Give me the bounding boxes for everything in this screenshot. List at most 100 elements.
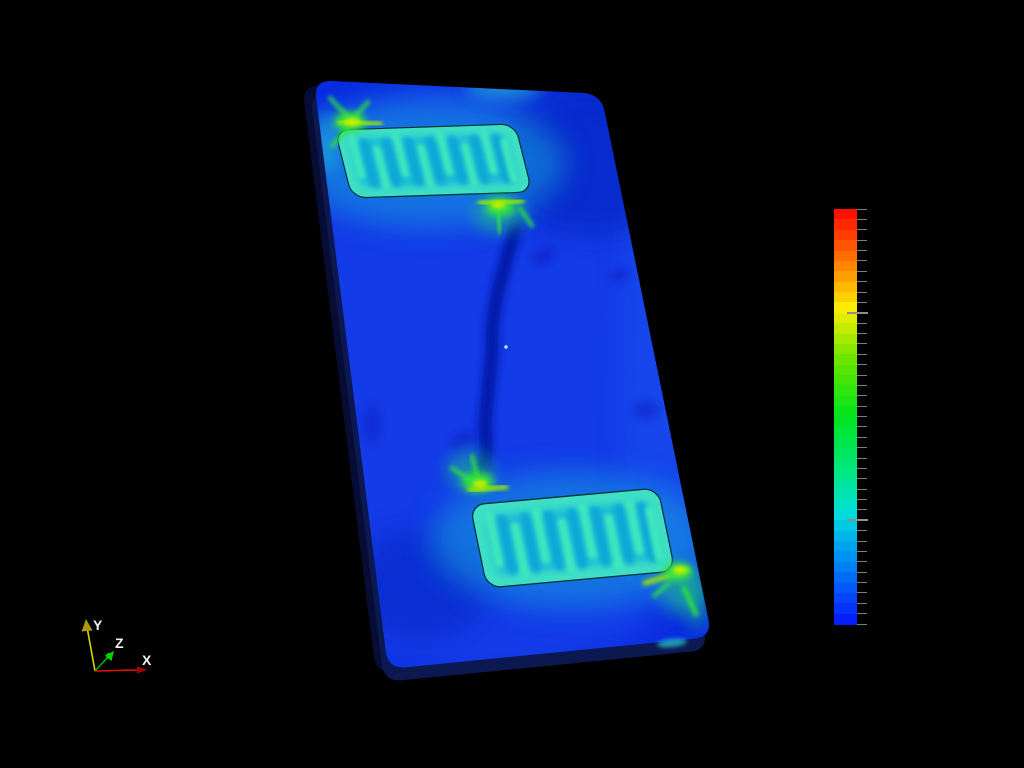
colorbar-band bbox=[834, 260, 857, 272]
colorbar-major-tick bbox=[847, 311, 868, 314]
y-axis-label: Y bbox=[93, 617, 103, 633]
colorbar-band bbox=[834, 323, 857, 334]
colorbar-band bbox=[834, 603, 857, 615]
colorbar-tick bbox=[857, 467, 867, 469]
colorbar-tick bbox=[857, 447, 867, 449]
colorbar-band bbox=[834, 229, 857, 241]
colorbar-band bbox=[834, 426, 857, 438]
colorbar-tick bbox=[857, 322, 867, 324]
colorbar-band bbox=[834, 375, 857, 386]
colorbar-band bbox=[834, 292, 857, 303]
colorbar-tick bbox=[857, 343, 867, 345]
colorbar-tick bbox=[857, 613, 867, 615]
colorbar-band bbox=[834, 354, 857, 366]
colorbar-tick bbox=[857, 301, 867, 303]
colorbar-tick bbox=[857, 571, 867, 573]
colorbar-tick bbox=[857, 602, 867, 604]
colorbar-band bbox=[834, 541, 857, 552]
colorbar-band bbox=[834, 489, 857, 500]
colorbar-tick bbox=[857, 208, 867, 210]
x-axis-label: X bbox=[142, 652, 152, 668]
colorbar-ticks bbox=[847, 208, 894, 625]
colorbar-tick bbox=[857, 260, 867, 262]
probe-point bbox=[504, 345, 508, 349]
colorbar-tick bbox=[857, 374, 867, 376]
colorbar-tick bbox=[857, 530, 867, 532]
colorbar-tick bbox=[857, 426, 867, 428]
colorbar-tick bbox=[857, 250, 867, 251]
colorbar-band bbox=[834, 343, 857, 355]
colorbar-band bbox=[834, 572, 857, 583]
colorbar-band bbox=[834, 437, 857, 449]
colorbar-tick bbox=[857, 384, 867, 386]
x-axis-line bbox=[94, 669, 139, 672]
colorbar-band bbox=[834, 219, 857, 231]
colorbar-tick bbox=[857, 561, 867, 563]
colorbar-band bbox=[834, 468, 857, 480]
colorbar-tick bbox=[857, 623, 867, 625]
heatsink-top[interactable] bbox=[335, 123, 532, 199]
colorbar-band bbox=[834, 416, 857, 428]
colorbar-band bbox=[834, 447, 857, 459]
colorbar-tick bbox=[857, 592, 867, 594]
colorbar-tick bbox=[857, 291, 867, 293]
colorbar-band bbox=[834, 582, 857, 594]
colorbar-band bbox=[834, 478, 857, 490]
colorbar-tick bbox=[857, 364, 867, 366]
colorbar-tick bbox=[857, 478, 867, 480]
colorbar-tick bbox=[857, 582, 867, 583]
z-axis-label: Z bbox=[115, 635, 124, 651]
colorbar-tick bbox=[857, 540, 867, 542]
colorbar-legend bbox=[834, 208, 894, 625]
colorbar-band bbox=[834, 530, 857, 542]
colorbar-tick bbox=[857, 281, 867, 283]
colorbar-tick bbox=[857, 333, 867, 334]
x-axis-arrowhead bbox=[137, 666, 147, 674]
colorbar-band bbox=[834, 406, 857, 417]
colorbar-tick bbox=[857, 353, 867, 355]
colorbar-tick bbox=[857, 270, 867, 272]
colorbar-tick bbox=[857, 405, 867, 407]
plate-model[interactable] bbox=[180, 60, 780, 690]
orientation-triad: Y Z X bbox=[81, 617, 152, 674]
colorbar-band bbox=[834, 312, 857, 324]
colorbar-tick bbox=[857, 395, 867, 397]
colorbar-tick bbox=[857, 416, 867, 417]
colorbar-band bbox=[834, 509, 857, 521]
hotspots bbox=[328, 96, 704, 617]
colorbar-band bbox=[834, 209, 857, 220]
colorbar-band bbox=[834, 458, 857, 469]
colorbar-tick bbox=[857, 457, 867, 459]
z-axis-cone bbox=[106, 653, 112, 659]
colorbar-band bbox=[834, 281, 857, 293]
colorbar-band bbox=[834, 613, 857, 625]
colorbar-tick bbox=[857, 436, 867, 438]
colorbar-band bbox=[834, 250, 857, 262]
colorbar-major-tick bbox=[847, 519, 868, 522]
colorbar-band bbox=[834, 333, 857, 345]
colorbar-band bbox=[834, 364, 857, 376]
colorbar-gradient bbox=[834, 209, 857, 625]
heatsink-bottom[interactable] bbox=[470, 488, 675, 588]
colorbar-tick bbox=[857, 239, 867, 241]
colorbar-tick bbox=[857, 218, 867, 220]
surface-blemishes bbox=[363, 249, 658, 450]
colorbar-tick bbox=[857, 550, 867, 552]
colorbar-band bbox=[834, 302, 857, 314]
colorbar-band bbox=[834, 385, 857, 397]
colorbar-band bbox=[834, 271, 857, 283]
colorbar-band bbox=[834, 240, 857, 251]
colorbar-tick bbox=[857, 488, 867, 490]
colorbar-band bbox=[834, 395, 857, 407]
colorbar-band bbox=[834, 551, 857, 563]
colorbar-band bbox=[834, 592, 857, 604]
colorbar-tick bbox=[857, 229, 867, 231]
z-axis-line bbox=[94, 655, 110, 672]
y-axis-line bbox=[86, 626, 96, 672]
colorbar-band bbox=[834, 561, 857, 573]
colorbar-tick bbox=[857, 499, 867, 500]
edge-smear bbox=[657, 638, 687, 648]
y-axis-arrowhead bbox=[81, 619, 93, 632]
